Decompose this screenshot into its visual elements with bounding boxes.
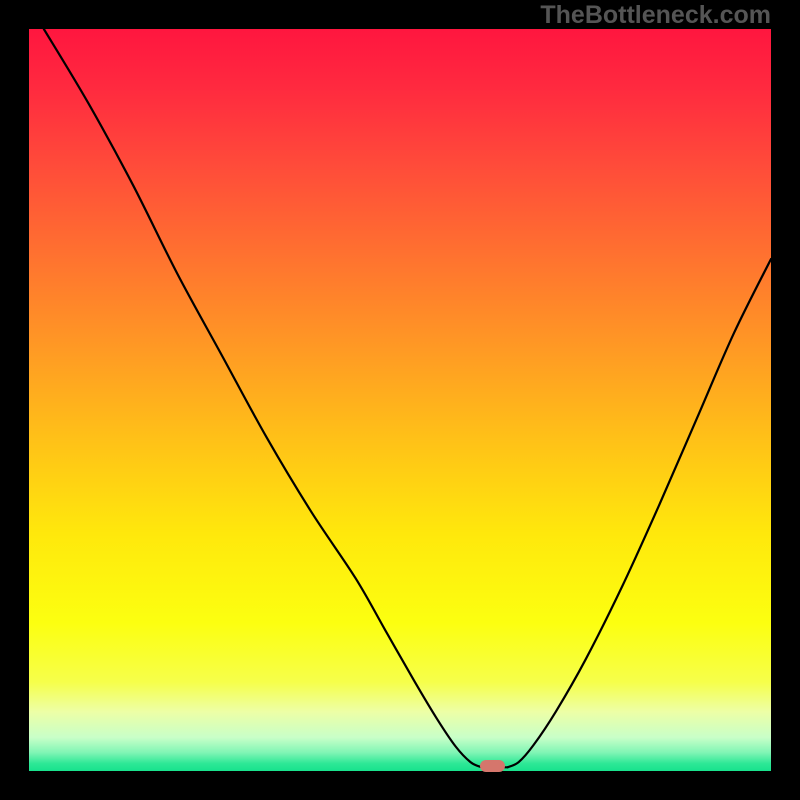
plot-area	[29, 29, 771, 771]
watermark-text: TheBottleneck.com	[540, 1, 771, 30]
curve-right	[508, 259, 771, 767]
curve-overlay	[29, 29, 771, 771]
minimum-marker	[480, 760, 505, 772]
chart-container: TheBottleneck.com	[0, 0, 800, 800]
curve-left	[44, 29, 482, 767]
